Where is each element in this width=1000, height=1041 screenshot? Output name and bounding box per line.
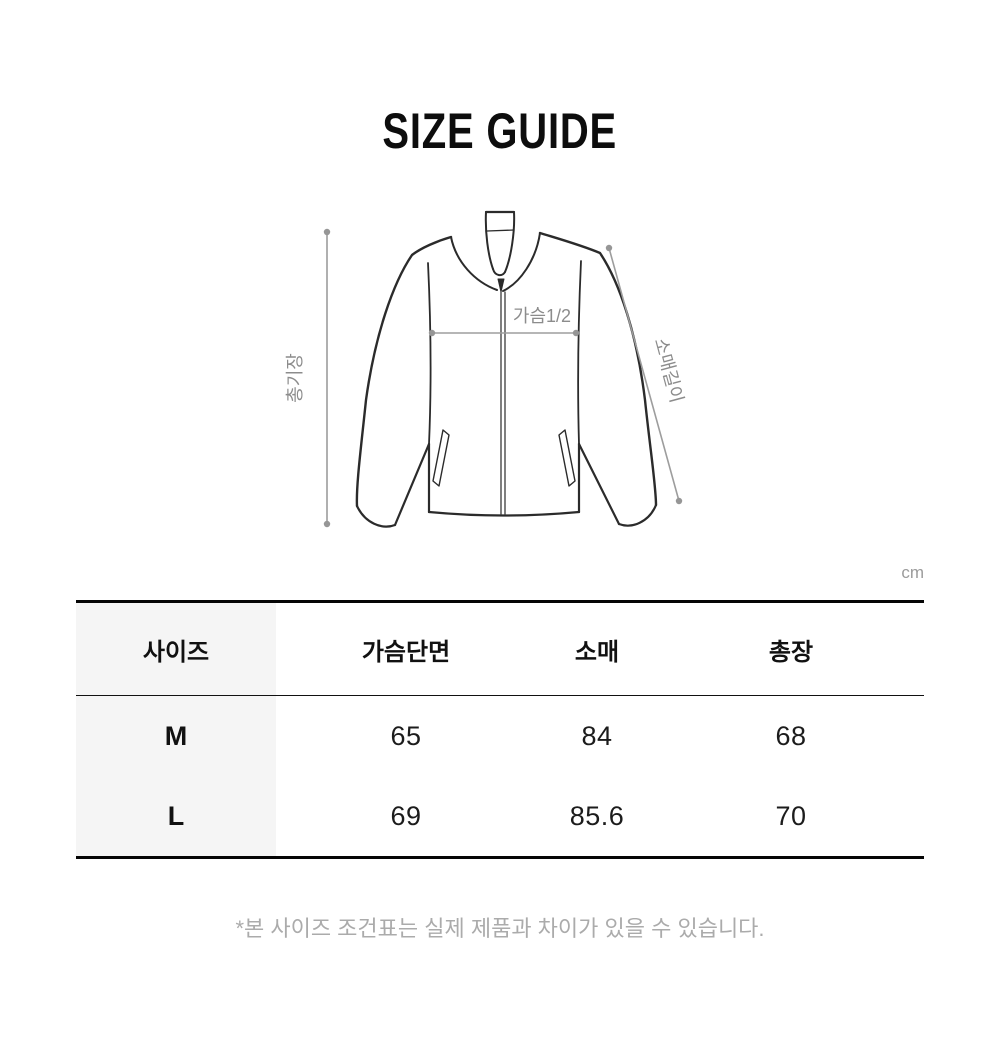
chest-half-measure [428, 329, 580, 337]
cell-l-length: 70 [775, 800, 807, 831]
total-length-label: 총기장 [285, 353, 305, 403]
header-chest: 가슴단면 [361, 638, 451, 666]
right-pocket-welt [558, 429, 576, 487]
left-pocket-welt [432, 429, 450, 487]
jacket-line-drawing: 총기장 가슴1/2 소매길이 [285, 210, 687, 528]
page-title: SIZE GUIDE [382, 103, 618, 159]
jacket-outline [355, 210, 658, 528]
zipper [497, 278, 506, 515]
header-length: 총장 [768, 638, 814, 666]
size-table-header-row: 사이즈 가슴단면 소매 총장 [76, 601, 924, 696]
cell-m-length: 68 [775, 720, 807, 751]
cell-m-sleeve: 84 [581, 720, 613, 751]
total-length-measure [323, 228, 331, 528]
unit-label: cm [901, 563, 924, 582]
page-title-wrap: SIZE GUIDE [0, 106, 1000, 156]
table-row-l: L 69 85.6 70 [76, 776, 924, 858]
cell-m-chest: 65 [390, 720, 422, 751]
cell-l-chest: 69 [390, 800, 422, 831]
jacket-measurement-diagram: 총기장 가슴1/2 소매길이 [250, 190, 750, 570]
cell-l-sleeve: 85.6 [569, 800, 625, 831]
header-sleeve: 소매 [574, 638, 620, 666]
chest-half-label: 가슴1/2 [513, 306, 571, 326]
size-table: 사이즈 가슴단면 소매 총장 M 65 84 68 L 69 85.6 70 [76, 600, 924, 859]
cell-size-l: L [76, 776, 276, 858]
table-row-m: M 65 84 68 [76, 695, 924, 777]
header-size: 사이즈 [76, 601, 276, 696]
sleeve-length-label: 소매길이 [651, 336, 687, 405]
cell-size-m: M [76, 695, 276, 777]
size-disclaimer: *본 사이즈 조건표는 실제 제품과 차이가 있을 수 있습니다. [235, 916, 765, 941]
sleeve-length-measure [605, 244, 683, 505]
